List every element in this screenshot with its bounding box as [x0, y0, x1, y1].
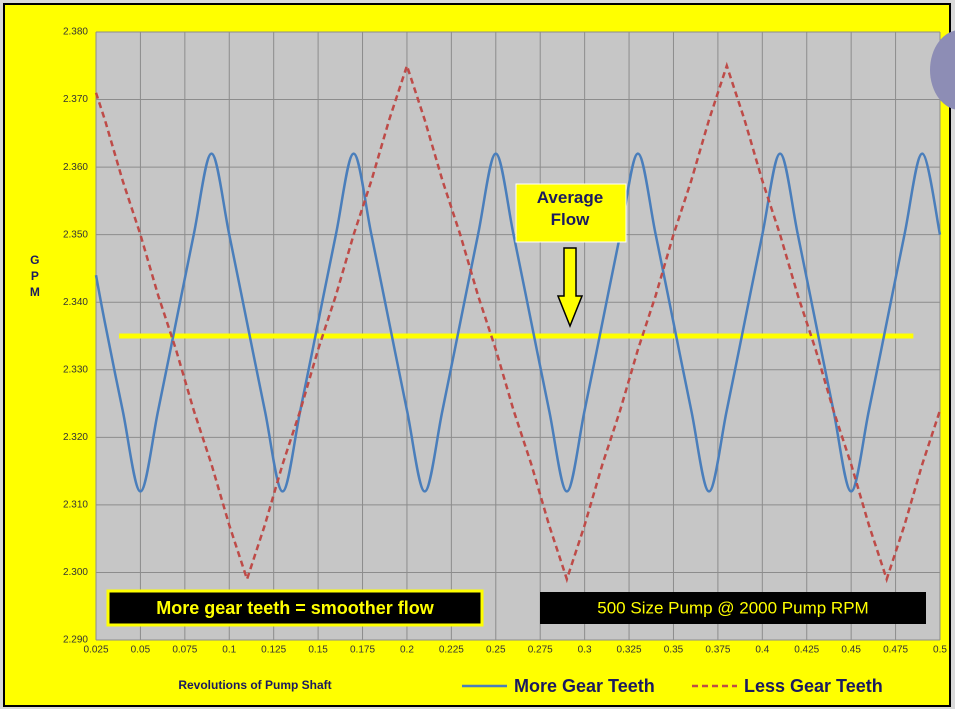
- y-tick-label: 2.300: [63, 567, 88, 578]
- x-tick-label: 0.025: [83, 645, 108, 656]
- y-tick-label: 2.360: [63, 162, 88, 173]
- x-tick-label: 0.1: [222, 645, 236, 656]
- x-tick-label: 0.275: [528, 645, 553, 656]
- y-tick-label: 2.370: [63, 94, 88, 105]
- y-tick-label: 2.380: [63, 27, 88, 38]
- x-tick-label: 0.15: [308, 645, 328, 656]
- x-tick-label: 0.175: [350, 645, 375, 656]
- x-tick-label: 0.5: [933, 645, 947, 656]
- x-tick-label: 0.3: [578, 645, 592, 656]
- y-tick-label: 2.310: [63, 500, 88, 511]
- y-axis-label: GPM: [28, 253, 42, 301]
- x-tick-label: 0.425: [794, 645, 819, 656]
- x-tick-label: 0.45: [841, 645, 861, 656]
- x-axis-label: Revolutions of Pump Shaft: [178, 678, 331, 692]
- chart: GPM Revolutions of Pump Shaft More gear …: [0, 0, 955, 709]
- y-tick-label: 2.330: [63, 364, 88, 375]
- x-tick-label: 0.05: [131, 645, 151, 656]
- x-tick-label: 0.25: [486, 645, 506, 656]
- x-tick-label: 0.475: [883, 645, 908, 656]
- x-tick-label: 0.375: [705, 645, 730, 656]
- annotation: 500 Size Pump @ 2000 Pump RPM: [597, 598, 868, 617]
- legend-label: More Gear Teeth: [514, 676, 655, 696]
- annotation: More gear teeth = smoother flow: [156, 598, 435, 618]
- x-tick-label: 0.075: [172, 645, 197, 656]
- y-tick-label: 2.340: [63, 297, 88, 308]
- x-tick-label: 0.2: [400, 645, 414, 656]
- x-tick-label: 0.325: [617, 645, 642, 656]
- x-tick-label: 0.35: [664, 645, 684, 656]
- x-tick-label: 0.225: [439, 645, 464, 656]
- x-tick-label: 0.4: [755, 645, 769, 656]
- page: GPM Revolutions of Pump Shaft More gear …: [0, 0, 955, 709]
- x-tick-label: 0.125: [261, 645, 286, 656]
- y-tick-label: 2.350: [63, 229, 88, 240]
- legend-label: Less Gear Teeth: [744, 676, 883, 696]
- y-tick-label: 2.320: [63, 432, 88, 443]
